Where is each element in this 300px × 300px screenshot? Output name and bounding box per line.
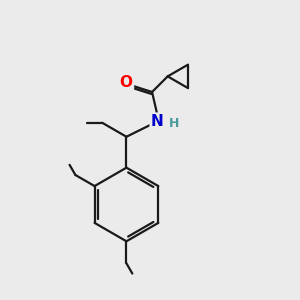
Text: H: H — [169, 117, 180, 130]
Text: N: N — [151, 114, 164, 129]
Text: O: O — [120, 75, 133, 90]
